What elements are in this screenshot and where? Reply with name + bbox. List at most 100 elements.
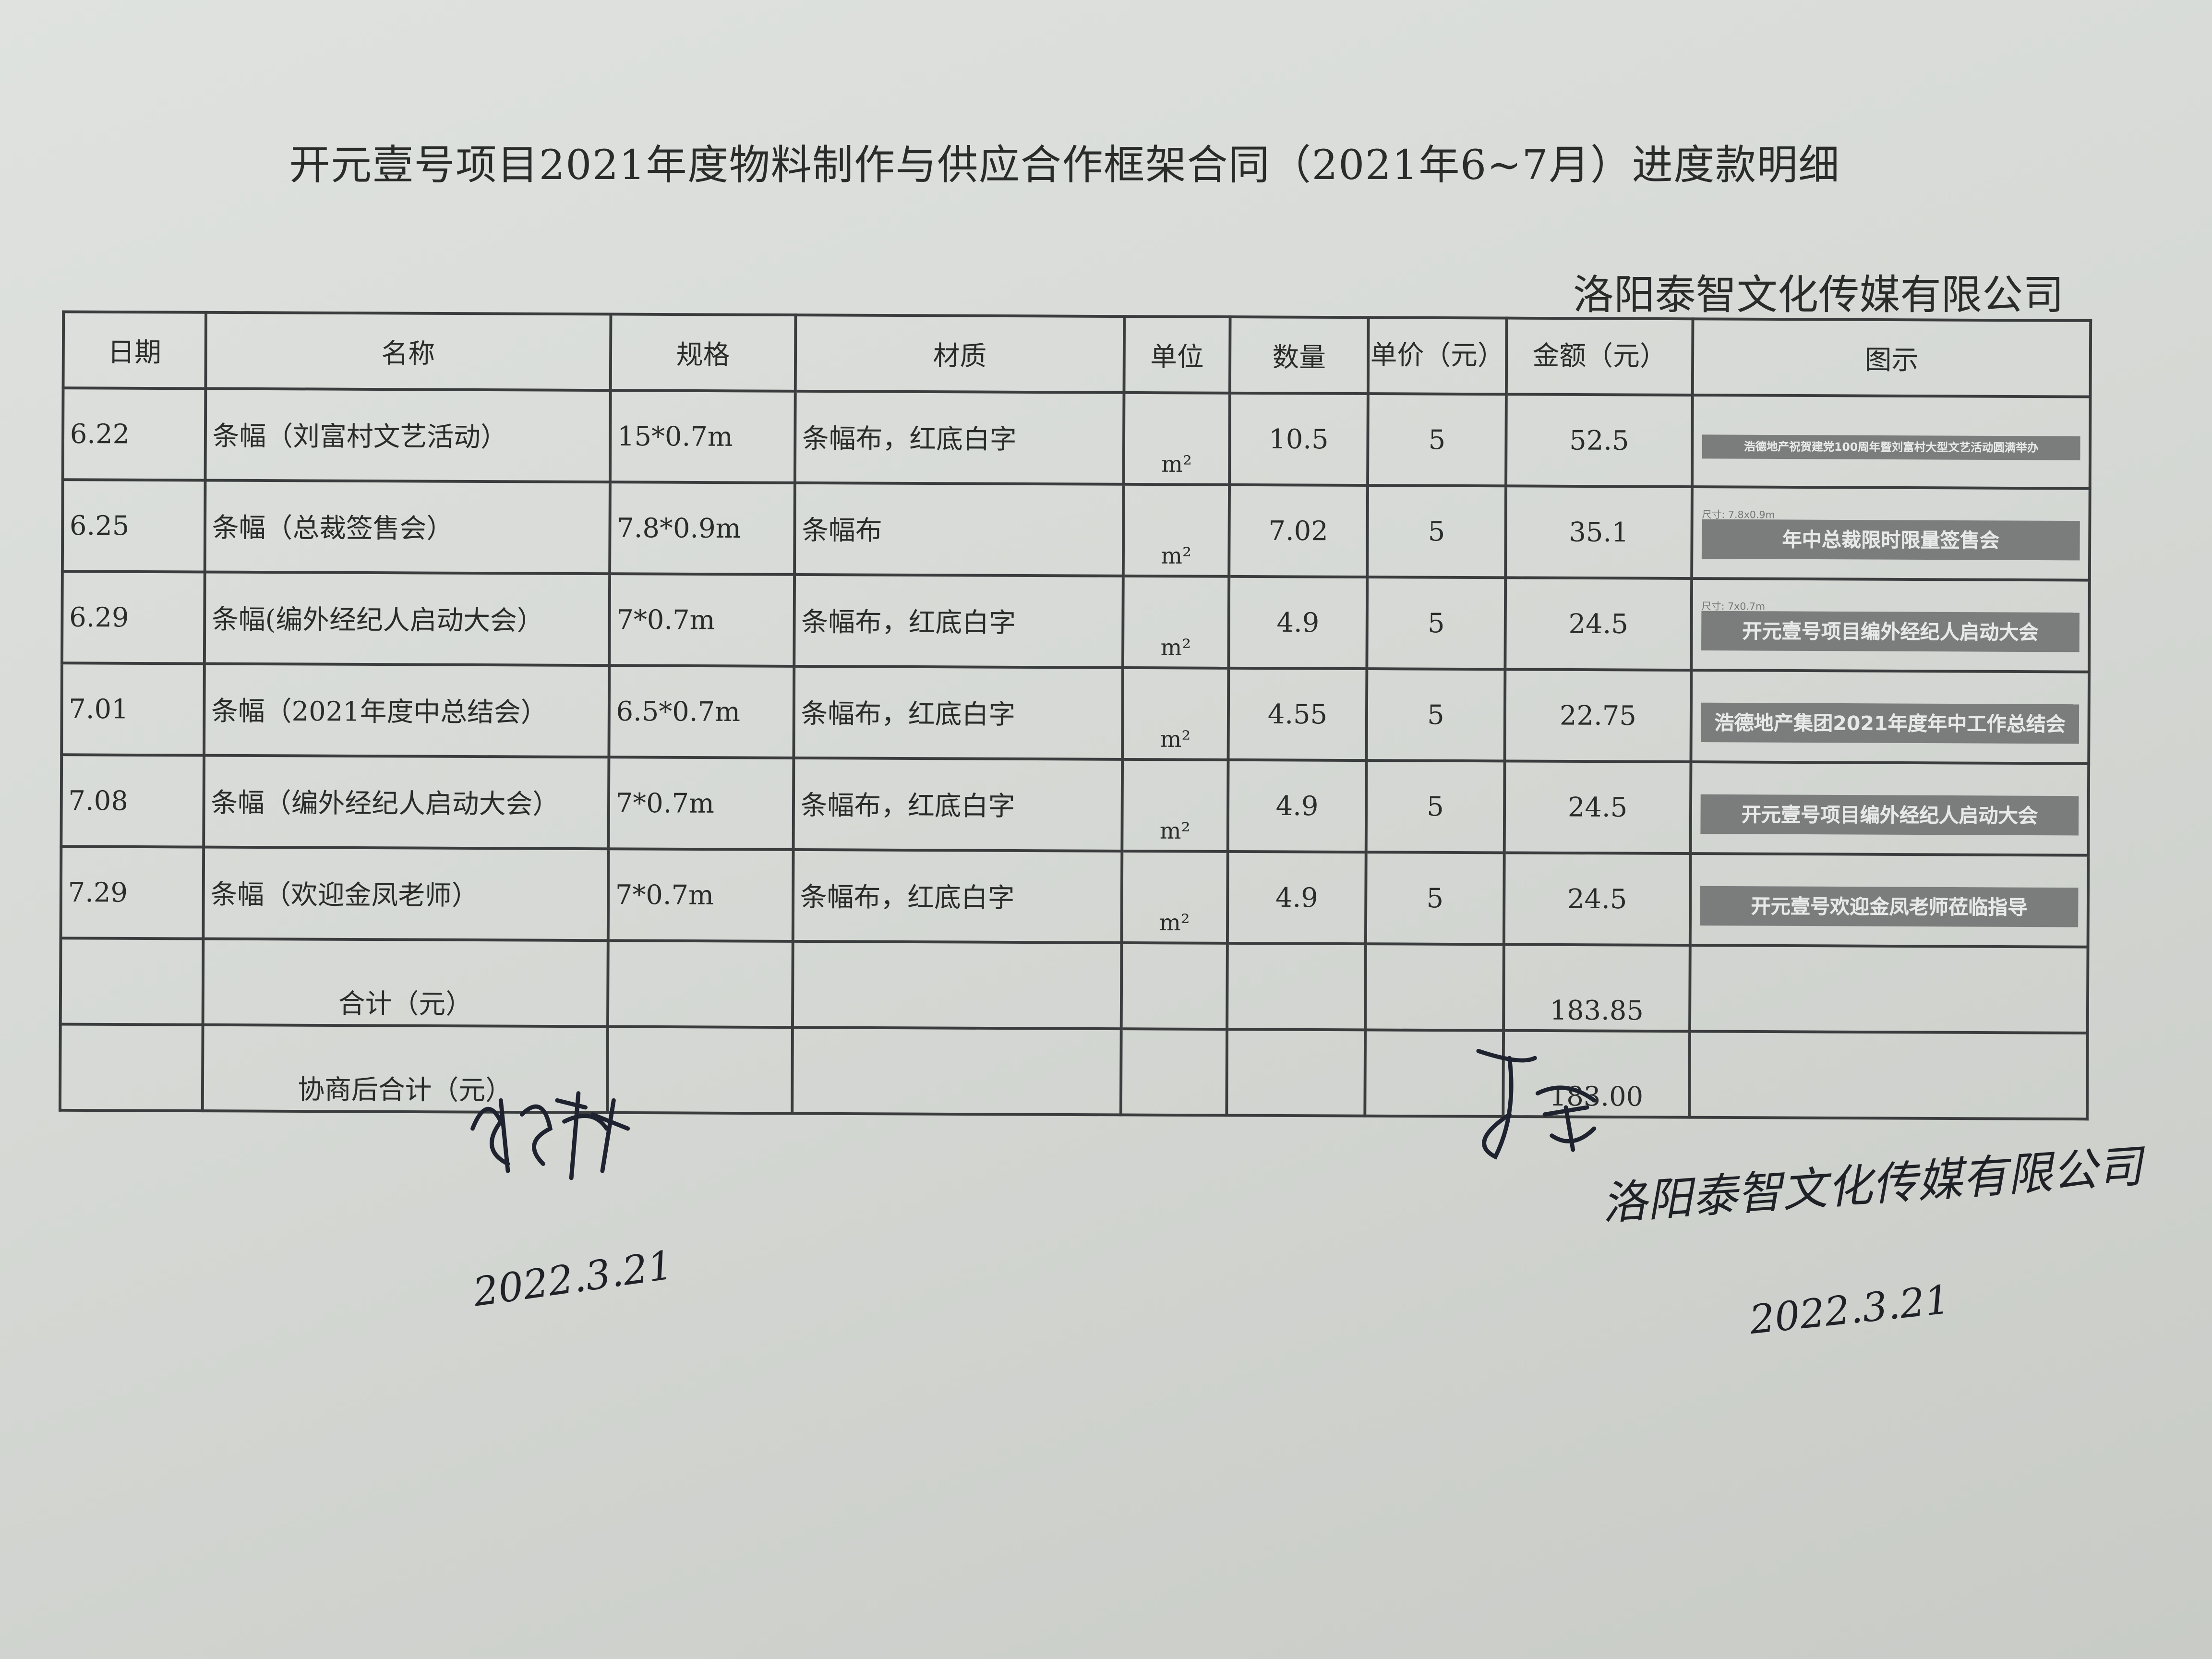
empty-cell: [792, 941, 1122, 1029]
empty-cell: [1226, 1029, 1366, 1116]
row-material: 条幅布，红底白字: [794, 391, 1124, 484]
row-illustration: 浩德地产集团2021年度年中工作总结会: [1691, 670, 2090, 764]
row-material: 条幅布，红底白字: [793, 849, 1122, 943]
row-name: 条幅（编外经纪人启动大会）: [204, 755, 609, 849]
table-row: 6.29 条幅(编外经纪人启动大会） 7*0.7m 条幅布，红底白字 m² 4.9 5 24.…: [62, 571, 2090, 672]
row-unit: m²: [1122, 759, 1228, 852]
row-date: 6.22: [62, 388, 206, 481]
row-name: 条幅（2021年度中总结会）: [204, 663, 610, 757]
empty-cell: [1689, 1031, 2088, 1119]
row-illustration: 尺寸: 7x0.7m 开元壹号项目编外经纪人启动大会: [1691, 578, 2090, 672]
row-spec: 7*0.7m: [609, 574, 795, 666]
row-spec: 15*0.7m: [610, 390, 795, 483]
row-spec: 7*0.7m: [608, 849, 793, 941]
row-date: 7.01: [61, 663, 204, 756]
banner-image: 开元壹号欢迎金凤老师莅临指导: [1700, 885, 2079, 927]
row-qty: 4.9: [1227, 759, 1367, 853]
row-spec: 7.8*0.9m: [610, 482, 795, 575]
row-material: 条幅布，红底白字: [793, 666, 1123, 759]
total-row: 合计（元） 183.85: [60, 938, 2088, 1033]
row-unit: m²: [1121, 851, 1228, 943]
row-illustration: 浩德地产祝贺建党100周年暨刘富村大型文艺活动圆满举办: [1692, 395, 2091, 489]
empty-cell: [60, 1024, 203, 1111]
row-date: 6.25: [62, 480, 205, 572]
row-illustration: 开元壹号欢迎金凤老师莅临指导: [1690, 854, 2089, 947]
row-amount: 22.75: [1504, 669, 1692, 762]
banner-image: 浩德地产祝贺建党100周年暨刘富村大型文艺活动圆满举办: [1702, 434, 2080, 460]
row-qty: 7.02: [1229, 484, 1368, 577]
row-amount: 24.5: [1504, 761, 1691, 854]
row-price: 5: [1367, 485, 1506, 578]
banner-image: 年中总裁限时限量签售会: [1701, 518, 2080, 560]
banner-size-label: [1700, 874, 2079, 887]
row-material: 条幅布: [794, 482, 1124, 576]
row-amount: 24.5: [1503, 853, 1691, 946]
row-name: 条幅（总裁签售会）: [204, 480, 610, 574]
header-price: 单价（元）: [1368, 317, 1507, 395]
banner-size-label: [1702, 423, 2080, 436]
row-amount: 52.5: [1506, 394, 1693, 487]
row-name: 条幅（欢迎金凤老师）: [203, 847, 609, 941]
row-spec: 7*0.7m: [608, 757, 794, 850]
empty-cell: [1365, 944, 1504, 1031]
empty-cell: [1690, 945, 2088, 1033]
row-material: 条幅布，红底白字: [794, 574, 1123, 668]
banner-size-label: [1701, 782, 2079, 795]
empty-cell: [792, 1027, 1121, 1115]
row-qty: 4.9: [1227, 851, 1366, 944]
row-name: 条幅（刘富村文艺活动）: [205, 388, 611, 482]
empty-cell: [1121, 942, 1227, 1030]
header-amount: 金额（元）: [1506, 318, 1693, 395]
header-date: 日期: [63, 312, 206, 389]
document-title: 开元壹号项目2021年度物料制作与供应合作框架合同（2021年6~7月）进度款明…: [289, 141, 1840, 189]
row-date: 7.29: [60, 846, 204, 939]
left-signature-date: 2022.3.21: [470, 1241, 676, 1316]
header-unit: 单位: [1124, 316, 1230, 393]
row-price: 5: [1367, 577, 1506, 670]
row-illustration: 开元壹号项目编外经纪人启动大会: [1690, 762, 2089, 855]
right-signature-date: 2022.3.21: [1747, 1276, 1952, 1344]
left-signature: [470, 1091, 630, 1180]
row-price: 5: [1366, 669, 1505, 761]
empty-cell: [1227, 943, 1366, 1030]
sum-label: 合计（元）: [203, 938, 608, 1027]
row-qty: 4.55: [1228, 668, 1367, 761]
row-unit: m²: [1122, 667, 1229, 760]
table-row: 6.25 条幅（总裁签售会） 7.8*0.9m 条幅布 m² 7.02 5 35.1 尺寸: 7…: [62, 480, 2090, 580]
header-illustration: 图示: [1692, 319, 2091, 397]
banner-size-label: 尺寸: 7x0.7m: [1701, 600, 1766, 612]
row-price: 5: [1365, 852, 1504, 945]
row-date: 7.08: [61, 755, 204, 847]
row-unit: m²: [1123, 484, 1230, 577]
company-name: 洛阳泰智文化传媒有限公司: [1573, 271, 2064, 319]
progress-payment-table: 日期 名称 规格 材质 单位 数量 单价（元） 金额（元） 图示 6.22 条幅（…: [59, 311, 2092, 1121]
row-date: 6.29: [62, 571, 205, 664]
row-unit: m²: [1123, 392, 1230, 485]
row-name: 条幅(编外经纪人启动大会）: [204, 572, 610, 666]
row-spec: 6.5*0.7m: [609, 665, 794, 758]
table-row: 7.01 条幅（2021年度中总结会） 6.5*0.7m 条幅布，红底白字 m² 4.55…: [61, 663, 2090, 764]
header-row: 日期 名称 规格 材质 单位 数量 单价（元） 金额（元） 图示: [63, 312, 2091, 397]
header-name: 名称: [205, 312, 611, 391]
table-row: 6.22 条幅（刘富村文艺活动） 15*0.7m 条幅布，红底白字 m² 10.5 5 52.…: [62, 388, 2091, 489]
header-qty: 数量: [1229, 317, 1369, 394]
row-unit: m²: [1122, 576, 1229, 668]
empty-cell: [607, 940, 793, 1028]
row-material: 条幅布，红底白字: [793, 757, 1123, 851]
right-signature-company: 洛阳泰智文化传媒有限公司: [1600, 1139, 2144, 1231]
header-spec: 规格: [610, 314, 796, 391]
row-qty: 4.9: [1228, 576, 1368, 669]
empty-cell: [60, 938, 204, 1025]
empty-cell: [1120, 1029, 1227, 1116]
sum-value: 183.85: [1503, 944, 1690, 1032]
banner-size-label: [1701, 691, 2080, 704]
row-amount: 24.5: [1505, 577, 1692, 671]
row-price: 5: [1366, 760, 1505, 853]
row-price: 5: [1368, 394, 1506, 486]
row-qty: 10.5: [1229, 393, 1368, 486]
table-row: 7.08 条幅（编外经纪人启动大会） 7*0.7m 条幅布，红底白字 m² 4.9 5 24.…: [61, 755, 2089, 855]
right-signature: [1476, 1048, 1597, 1160]
header-material: 材质: [795, 315, 1125, 393]
row-illustration: 尺寸: 7.8x0.9m 年中总裁限时限量签售会: [1692, 487, 2090, 580]
